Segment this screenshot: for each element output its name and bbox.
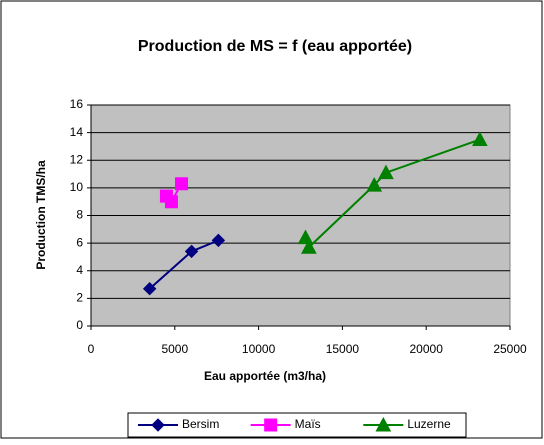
y-tick-label: 10	[70, 180, 84, 194]
marker	[184, 244, 199, 259]
y-tick-label: 2	[76, 291, 83, 305]
chart-title: Production de MS = f (eau apportée)	[138, 38, 412, 55]
marker	[378, 164, 394, 180]
x-tick-label: 0	[88, 342, 95, 356]
y-tick-label: 6	[76, 235, 83, 249]
x-axis-label: Eau apportée (m3/ha)	[204, 369, 326, 383]
legend-label: Maïs	[295, 417, 321, 431]
marker	[211, 233, 226, 248]
x-tick-label: 20000	[410, 342, 444, 356]
x-tick-label: 15000	[326, 342, 360, 356]
y-axis-label: Production TMS/ha	[34, 160, 48, 270]
y-tick-label: 16	[70, 97, 84, 111]
y-tick-label: 12	[70, 152, 84, 166]
marker	[164, 195, 178, 209]
y-tick-label: 8	[76, 208, 83, 222]
x-tick-label: 5000	[161, 342, 188, 356]
x-tick-label: 10000	[242, 342, 276, 356]
legend-marker	[375, 416, 392, 432]
y-tick-label: 14	[70, 125, 84, 139]
legend-marker	[151, 418, 165, 432]
marker	[471, 131, 488, 147]
marker	[301, 239, 317, 254]
legend-label: Luzerne	[407, 417, 451, 431]
x-tick-label: 25000	[493, 342, 527, 356]
marker	[366, 177, 383, 192]
legend-label: Bersim	[182, 417, 219, 431]
marker	[142, 281, 157, 296]
y-tick-label: 0	[76, 318, 83, 332]
legend-marker	[264, 418, 278, 432]
legend-box	[127, 412, 467, 438]
marker	[175, 177, 189, 191]
y-tick-label: 4	[76, 263, 83, 277]
